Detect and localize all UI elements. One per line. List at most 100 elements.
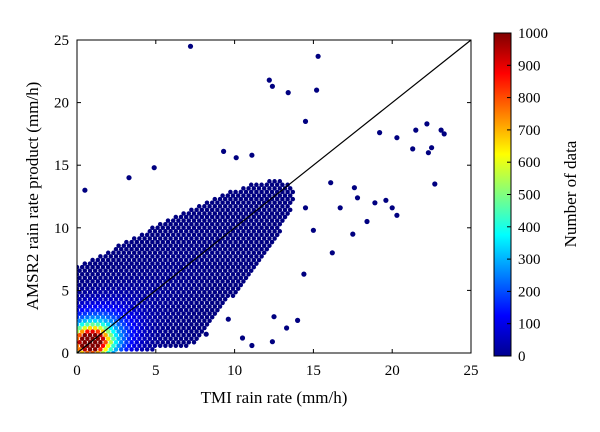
- density-point: [152, 236, 158, 241]
- density-point: [173, 214, 179, 220]
- colorbar-ticks: 0 100 200 300 400 500 600 700 800 900 1000: [507, 26, 548, 365]
- density-point: [100, 322, 106, 327]
- density-point: [178, 257, 184, 263]
- density-point: [77, 286, 80, 291]
- density-point: [144, 289, 150, 295]
- density-point: [165, 218, 171, 223]
- density-point: [272, 186, 277, 191]
- density-point: [139, 332, 145, 338]
- density-point: [168, 229, 173, 234]
- density-point: [233, 211, 238, 216]
- density-point: [186, 232, 192, 238]
- density-point: [186, 332, 192, 338]
- outlier-point: [329, 250, 335, 256]
- density-point: [178, 314, 184, 320]
- density-point: [144, 304, 150, 309]
- density-point: [181, 218, 186, 223]
- density-point: [280, 182, 285, 188]
- density-point: [243, 232, 249, 238]
- density-point: [280, 204, 285, 209]
- outlier-point: [441, 131, 447, 137]
- density-point: [246, 207, 251, 213]
- density-point: [118, 297, 124, 302]
- density-point: [79, 314, 85, 320]
- density-point: [90, 293, 95, 299]
- density-point: [77, 318, 82, 324]
- density-point: [165, 325, 171, 331]
- density-point: [168, 250, 173, 256]
- density-point: [256, 186, 262, 191]
- density-point: [168, 300, 173, 306]
- density-point: [90, 314, 95, 320]
- density-point: [183, 286, 189, 291]
- density-point: [95, 279, 101, 284]
- density-point: [118, 347, 124, 352]
- density-point: [103, 289, 108, 295]
- density-point: [137, 236, 142, 241]
- density-point: [178, 329, 184, 334]
- density-point: [163, 221, 168, 227]
- density-point: [251, 193, 257, 198]
- density-point: [144, 232, 150, 238]
- density-point: [147, 314, 153, 320]
- density-point: [134, 261, 140, 266]
- density-point: [186, 254, 192, 259]
- density-point: [256, 214, 262, 220]
- density-point: [194, 300, 199, 306]
- density-point: [261, 229, 267, 234]
- density-point: [131, 257, 137, 263]
- outlier-point: [424, 121, 430, 127]
- density-point: [215, 307, 220, 313]
- density-point: [220, 207, 225, 213]
- density-point: [165, 232, 171, 238]
- density-point: [116, 336, 121, 341]
- density-point: [246, 250, 251, 256]
- density-point: [248, 218, 254, 223]
- density-point: [176, 318, 181, 324]
- density-point: [90, 307, 95, 313]
- density-point: [103, 254, 108, 259]
- colorbar-tick-label: 400: [518, 220, 541, 236]
- density-point: [194, 250, 199, 256]
- colorbar-tick-label: 900: [518, 58, 541, 74]
- density-point: [186, 246, 192, 252]
- density-point: [155, 246, 160, 252]
- density-point: [113, 340, 119, 345]
- outlier-point: [314, 87, 320, 93]
- density-point: [209, 236, 215, 241]
- density-point: [129, 347, 134, 352]
- density-point: [225, 250, 231, 256]
- density-point: [186, 304, 192, 309]
- density-point: [267, 243, 272, 248]
- density-point: [79, 279, 85, 284]
- density-point: [189, 307, 194, 313]
- density-point: [170, 297, 176, 302]
- density-point: [137, 336, 142, 341]
- y-tick-label: 5: [62, 283, 70, 299]
- density-point: [254, 225, 259, 231]
- density-point: [157, 293, 163, 299]
- density-point: [103, 311, 108, 316]
- density-point: [290, 189, 296, 195]
- density-point: [230, 257, 236, 263]
- density-point: [170, 289, 176, 295]
- density-point: [199, 307, 205, 313]
- density-point: [155, 239, 160, 245]
- density-point: [290, 196, 296, 202]
- density-point: [103, 282, 108, 288]
- density-point: [121, 286, 127, 291]
- density-point: [163, 264, 168, 270]
- density-point: [85, 279, 90, 284]
- density-point: [248, 189, 254, 195]
- density-point: [105, 257, 111, 263]
- density-point: [116, 264, 121, 270]
- density-point: [108, 311, 114, 316]
- density-point: [134, 282, 140, 288]
- density-point: [129, 239, 134, 245]
- density-point: [155, 325, 160, 331]
- density-point: [126, 293, 132, 299]
- density-point: [280, 211, 285, 216]
- density-point: [183, 314, 189, 320]
- density-point: [131, 329, 137, 334]
